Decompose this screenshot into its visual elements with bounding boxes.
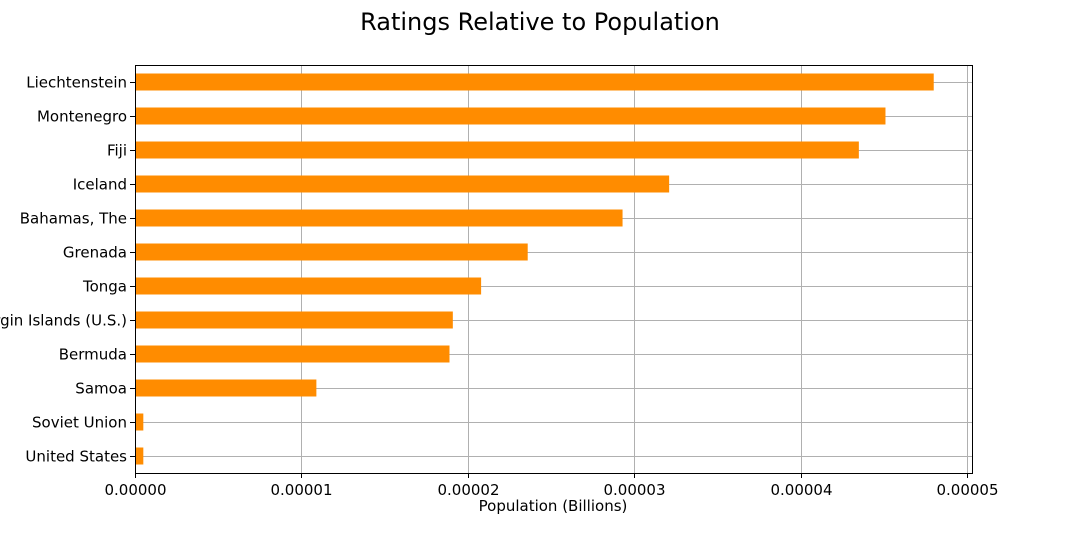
bars <box>135 73 934 465</box>
plot-frame <box>135 65 973 474</box>
bar <box>135 141 859 159</box>
bar <box>135 379 317 397</box>
grid-lines <box>135 65 972 473</box>
bar <box>135 413 144 431</box>
x-axis-ticks: 0.00000 0.00001 0.00002 0.00003 0.00004 0.000… <box>104 473 999 499</box>
y-axis-ticks: United States Soviet Union Samoa Bermuda Vir… <box>0 74 135 466</box>
x-tick-label: 0.00004 <box>770 481 832 499</box>
y-tick-label: Liechtenstein <box>26 74 127 92</box>
y-tick-label: Tonga <box>82 278 127 296</box>
y-tick-label: Iceland <box>73 176 127 194</box>
x-tick-label: 0.00002 <box>437 481 499 499</box>
chart-title: Ratings Relative to Population <box>360 8 720 36</box>
y-tick-label: United States <box>25 448 127 466</box>
bar <box>135 209 623 227</box>
y-tick-label: Bahamas, The <box>20 210 127 228</box>
y-tick-label: Samoa <box>75 380 127 398</box>
bar <box>135 447 144 465</box>
bar <box>135 345 450 363</box>
y-tick-label: Bermuda <box>59 346 127 364</box>
x-tick-label: 0.00001 <box>270 481 332 499</box>
y-tick-label: Montenegro <box>37 108 127 126</box>
x-tick-label: 0.00003 <box>603 481 665 499</box>
y-tick-label: Virgin Islands (U.S.) <box>0 312 127 330</box>
bar <box>135 107 886 125</box>
x-axis-label: Population (Billions) <box>479 497 628 515</box>
y-tick-label: Soviet Union <box>32 414 127 432</box>
x-tick-label: 0.00005 <box>936 481 998 499</box>
bar <box>135 277 482 295</box>
bar <box>135 73 934 91</box>
x-tick-label: 0.00000 <box>104 481 166 499</box>
y-tick-label: Fiji <box>107 142 127 160</box>
bar <box>135 175 670 193</box>
bar <box>135 243 528 261</box>
y-tick-label: Grenada <box>63 244 127 262</box>
bar <box>135 311 453 329</box>
